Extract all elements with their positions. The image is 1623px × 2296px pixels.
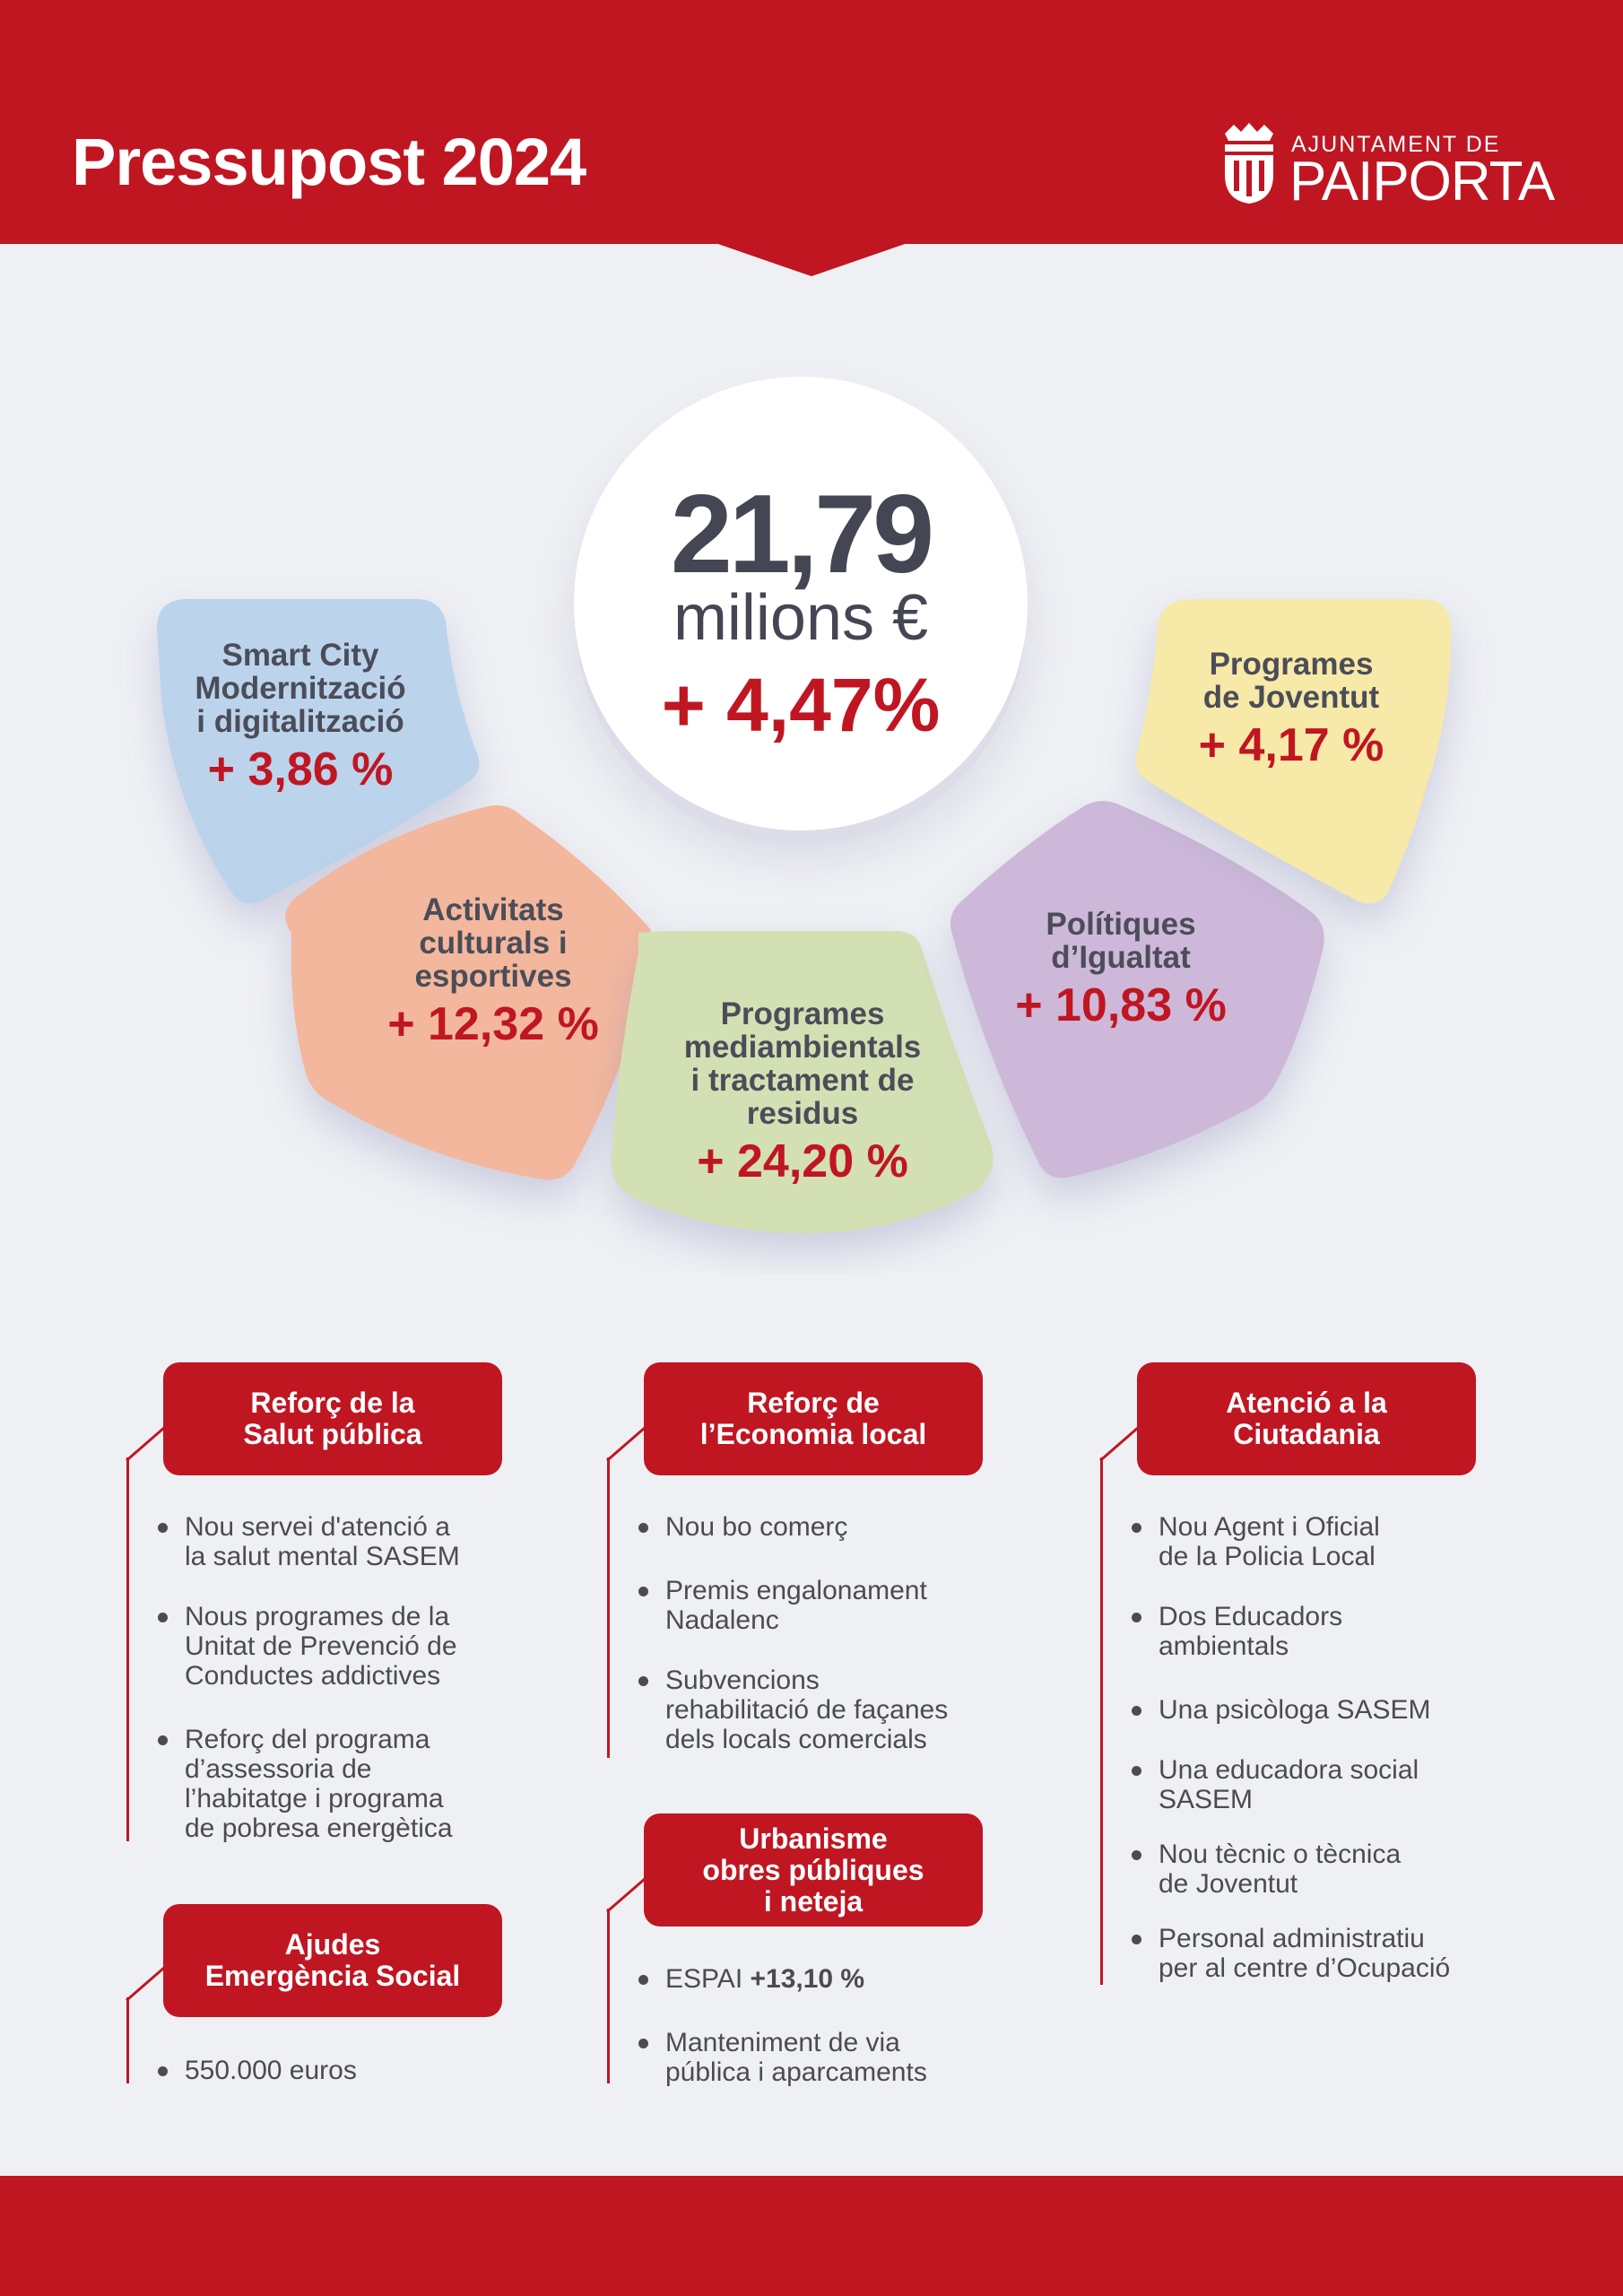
page-title: Pressupost 2024 — [72, 125, 586, 199]
section-list-urbanisme: ESPAI +13,10 % Manteniment de via públic… — [635, 1964, 1029, 2087]
section-line-urbanisme — [607, 1909, 610, 2083]
section-connector-urbanisme — [606, 1877, 647, 1913]
list-item: Una educadora social SASEM — [1128, 1755, 1541, 1814]
bullet-icon — [638, 1587, 648, 1596]
section-line-ciutadania — [1100, 1457, 1103, 1985]
espai-change: +13,10 % — [750, 1964, 865, 1994]
segment-culture: Activitats culturals i esportives + 12,3… — [359, 893, 628, 1050]
list-item: Premis engalonament Nadalenc — [635, 1576, 1029, 1635]
segment-environment: Programes mediambientals i tractament de… — [664, 997, 942, 1187]
bullet-icon — [638, 1975, 648, 1985]
bullet-icon — [638, 1523, 648, 1533]
paiporta-logo: AJUNTAMENT DE PAIPORTA — [1219, 121, 1555, 213]
section-title-text: Reforç de l’Economia local — [699, 1387, 927, 1450]
list-item: Subvencions rehabilitació de façanes del… — [635, 1665, 1029, 1754]
bullet-icon — [1132, 1935, 1141, 1944]
bullet-icon — [1132, 1850, 1141, 1860]
bullet-icon — [158, 1735, 168, 1745]
segment-change: + 24,20 % — [697, 1135, 908, 1187]
section-line-economia — [607, 1457, 610, 1758]
segment-label: Programes de Joventut — [1202, 647, 1380, 715]
header-notch — [713, 242, 910, 276]
segment-shape-environment — [611, 931, 994, 1233]
total-budget-change: + 4,47% — [661, 663, 941, 747]
segment-label: Smart City Modernització i digitalitzaci… — [195, 638, 406, 739]
bullet-icon — [1132, 1706, 1141, 1716]
section-connector-economia — [606, 1426, 647, 1462]
list-item: Nou tècnic o tècnica de Joventut — [1128, 1839, 1541, 1899]
segment-youth: Programes de Joventut + 4,17 % — [1175, 648, 1408, 771]
section-list-ciutadania: Nou Agent i Oficial de la Policia Local … — [1128, 1512, 1541, 1983]
section-title-text: Atenció a la Ciutadania — [1226, 1387, 1387, 1450]
list-item: Nous programes de la Unitat de Prevenció… — [154, 1602, 531, 1691]
list-item: Nou servei d'atenció a la salut mental S… — [154, 1512, 531, 1571]
segment-change: + 10,83 % — [1015, 979, 1227, 1031]
section-title-text: Reforç de la Salut pública — [243, 1387, 422, 1450]
list-item: 550.000 euros — [154, 2056, 531, 2085]
section-title-text: Ajudes Emergència Social — [204, 1928, 461, 1992]
list-item: Una psicòloga SASEM — [1128, 1695, 1541, 1725]
bullet-icon — [158, 1523, 168, 1533]
segment-change: + 3,86 % — [207, 744, 394, 796]
section-line-salut — [126, 1457, 129, 1841]
segment-change: + 12,32 % — [387, 998, 599, 1050]
section-connector-ciutadania — [1099, 1426, 1140, 1462]
bullet-icon — [638, 1676, 648, 1686]
bullet-icon — [1132, 1523, 1141, 1533]
bullet-icon — [158, 2066, 168, 2076]
list-item: Reforç del programa d’assessoria de l’ha… — [154, 1725, 531, 1843]
total-budget-unit: milions € — [673, 582, 929, 654]
section-title-economia: Reforç de l’Economia local — [644, 1362, 983, 1475]
list-item: ESPAI +13,10 % — [635, 1964, 1029, 1994]
segment-label: Activitats culturals i esportives — [414, 892, 572, 994]
header: Pressupost 2024 AJUNTAMENT DE PAIPORTA — [0, 0, 1623, 244]
section-title-ciutadania: Atenció a la Ciutadania — [1137, 1362, 1476, 1475]
list-item: Personal administratiu per al centre d’O… — [1128, 1924, 1541, 1983]
segment-label: Polítiques d’Igualtat — [1046, 907, 1196, 975]
section-title-ajudes: Ajudes Emergència Social — [163, 1904, 502, 2017]
bullet-icon — [1132, 1766, 1141, 1776]
segment-shape-culture — [285, 804, 655, 1180]
segment-change: + 4,17 % — [1198, 719, 1384, 771]
list-item: Nou bo comerç — [635, 1512, 1029, 1542]
section-line-ajudes — [126, 1997, 129, 2083]
segment-label: Programes mediambientals i tractament de… — [683, 996, 922, 1131]
segment-shape-youth — [1135, 599, 1452, 904]
list-item: Nou Agent i Oficial de la Policia Local — [1128, 1512, 1541, 1571]
section-connector-salut — [126, 1426, 166, 1462]
section-list-salut: Nou servei d'atenció a la salut mental S… — [154, 1512, 531, 1843]
logo-line2: PAIPORTA — [1289, 151, 1555, 213]
list-item: Manteniment de via pública i aparcaments — [635, 2028, 1029, 2087]
logo-line1: AJUNTAMENT DE — [1291, 132, 1501, 157]
section-list-economia: Nou bo comerç Premis engalonament Nadale… — [635, 1512, 1029, 1754]
section-connector-ajudes — [126, 1966, 166, 2002]
crest-icon — [1225, 123, 1273, 204]
list-item: Dos Educadors ambientals — [1128, 1602, 1541, 1661]
segment-equality: Polítiques d’Igualtat + 10,83 % — [995, 908, 1246, 1031]
section-title-salut: Reforç de la Salut pública — [163, 1362, 502, 1475]
footer-bar — [0, 2176, 1623, 2296]
total-budget-value: 21,79 — [670, 473, 934, 596]
budget-diagram: 21,79 milions € + 4,47% Smart City Moder… — [157, 377, 1452, 1233]
section-list-ajudes: 550.000 euros — [154, 2056, 531, 2085]
segment-smart-city: Smart City Modernització i digitalitzaci… — [170, 639, 430, 796]
segment-shape-equality — [950, 801, 1324, 1178]
section-title-urbanisme: Urbanisme obres públiques i neteja — [644, 1813, 983, 1926]
bullet-icon — [638, 2039, 648, 2048]
total-budget-circle: 21,79 milions € + 4,47% — [574, 377, 1028, 831]
segment-shapes — [157, 599, 1452, 1233]
bullet-icon — [1132, 1613, 1141, 1622]
bullet-icon — [158, 1613, 168, 1622]
segment-shape-smart-city — [157, 599, 480, 904]
section-title-text: Urbanisme obres públiques i neteja — [702, 1822, 924, 1918]
